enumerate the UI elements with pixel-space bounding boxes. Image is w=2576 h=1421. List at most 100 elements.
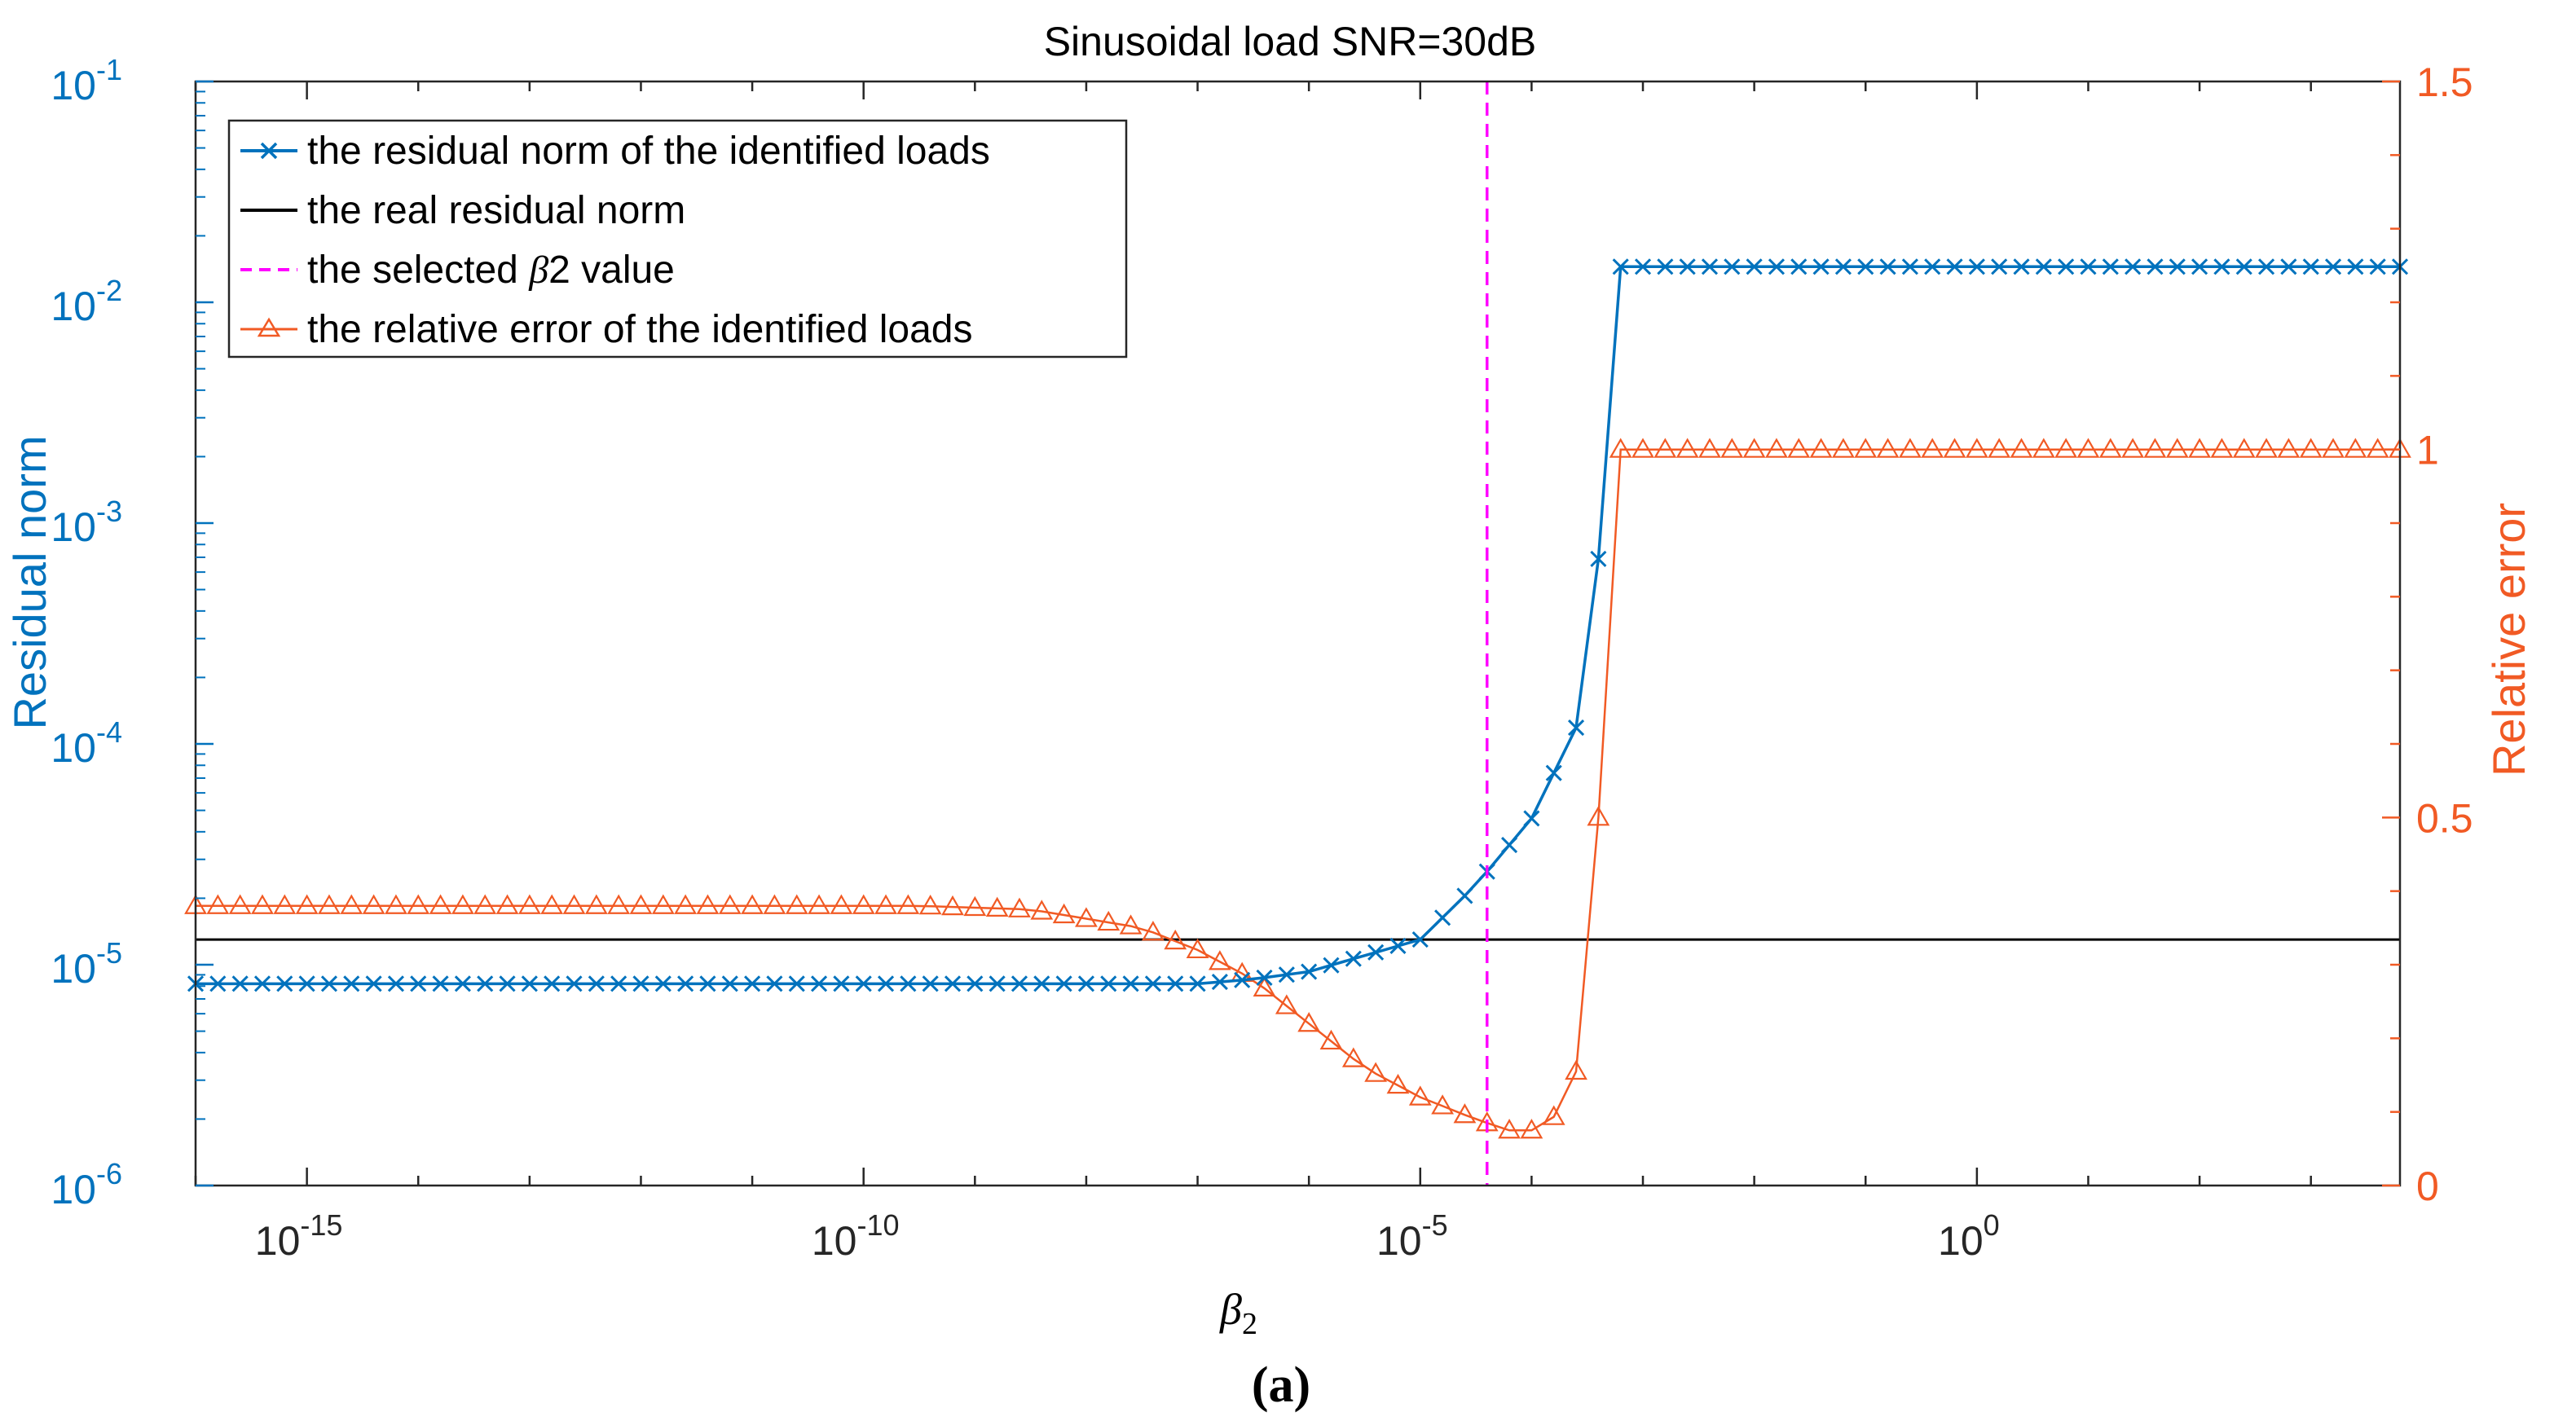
legend-label-real: the real residual norm <box>307 189 685 232</box>
y-left-tick-label: 10-4 <box>51 715 122 771</box>
relative-error-point <box>1275 994 1298 1014</box>
plot-area <box>184 81 2411 1186</box>
relative-error-point <box>273 894 297 914</box>
relative-error-point <box>629 894 653 914</box>
x-tick-label: 10-15 <box>255 1208 343 1264</box>
relative-error-point <box>1520 1119 1543 1139</box>
legend-box <box>227 119 1128 359</box>
residual-norm-point <box>1924 258 1941 275</box>
residual-norm-point <box>922 975 939 992</box>
relative-error-point <box>874 894 897 914</box>
residual-norm-point <box>432 975 449 992</box>
residual-norm-point <box>1746 258 1763 275</box>
relative-error-point <box>2054 438 2078 458</box>
residual-norm-point <box>877 975 895 992</box>
residual-norm-point <box>1167 975 1184 992</box>
y-right-axis-ticks: 1.5 1 0.5 0 <box>2382 59 2473 1209</box>
residual-norm-point <box>588 975 605 992</box>
relative-error-point <box>1431 1094 1454 1115</box>
y-left-tick-label: 10-2 <box>51 274 122 329</box>
relative-error-point <box>1208 950 1231 970</box>
y-right-axis-label: Relative error <box>2483 503 2534 776</box>
relative-error-point <box>785 894 808 914</box>
relative-error-point <box>1052 903 1076 924</box>
residual-norm-point <box>2280 258 2297 275</box>
residual-norm-point <box>1879 258 1896 275</box>
residual-norm-point <box>2213 258 2230 275</box>
residual-norm-point <box>1189 975 1206 992</box>
relative-error-point <box>651 894 675 914</box>
relative-error-point <box>2210 438 2234 458</box>
residual-norm-point <box>1278 966 1295 983</box>
y-left-tick-label-base: 10 <box>51 63 96 108</box>
residual-norm-point <box>1256 969 1273 986</box>
residual-norm-point <box>387 975 404 992</box>
relative-error-point <box>1809 438 1833 458</box>
relative-error-point <box>674 894 698 914</box>
y-left-tick-label-base: 10 <box>51 284 96 329</box>
relative-error-point <box>407 894 430 914</box>
relative-error-point <box>1943 438 1966 458</box>
residual-norm-point <box>1434 909 1451 926</box>
relative-error-point <box>1142 921 1165 941</box>
residual-norm-point <box>989 975 1006 992</box>
x-tick-label-exponent: -10 <box>856 1208 899 1242</box>
y-left-tick-label-exponent: -3 <box>96 495 122 528</box>
residual-norm-point <box>632 975 650 992</box>
relative-error-point <box>1498 1119 1521 1139</box>
residual-norm-point <box>2235 258 2252 275</box>
relative-error-point <box>2032 438 2055 458</box>
residual-norm-point <box>1411 931 1429 948</box>
relative-error-point <box>2076 438 2100 458</box>
figure-caption: (a) <box>1252 1357 1310 1413</box>
relative-error-point <box>763 894 786 914</box>
relative-error-point <box>1075 907 1098 927</box>
legend-label-selected-suffix: 2 value <box>548 249 675 292</box>
residual-norm-point <box>1634 258 1652 275</box>
residual-norm-point <box>2324 258 2342 275</box>
relative-error-point <box>1565 1059 1587 1080</box>
legend-marker-triangle <box>257 317 281 337</box>
relative-error-point <box>1186 938 1209 959</box>
relative-error-point <box>830 894 853 914</box>
residual-norm-point <box>2102 258 2119 275</box>
relative-error-point <box>1787 438 1811 458</box>
relative-error-point <box>985 896 1009 917</box>
residual-norm-point <box>1701 258 1719 275</box>
relative-error-point <box>941 895 964 916</box>
y-left-tick-label-exponent: -4 <box>96 715 122 749</box>
residual-norm-point <box>298 975 315 992</box>
relative-error-point <box>1609 438 1632 458</box>
y-left-tick-label: 10-1 <box>51 53 122 108</box>
residual-norm-point <box>2080 258 2097 275</box>
relative-error-point <box>2255 438 2278 458</box>
relative-error-point <box>1876 438 1900 458</box>
y-left-axis-label: Residual norm <box>4 435 55 729</box>
residual-norm-point <box>276 975 293 992</box>
residual-norm-point <box>2169 258 2186 275</box>
y-left-tick-label-exponent: -2 <box>96 274 122 307</box>
residual-norm-point <box>521 975 538 992</box>
y-left-tick-label-exponent: -1 <box>96 53 122 86</box>
residual-norm-point <box>721 975 738 992</box>
residual-norm-point <box>766 975 783 992</box>
relative-error-point <box>562 894 586 914</box>
x-tick-label: 10-10 <box>812 1208 900 1264</box>
relative-error-point <box>495 894 519 914</box>
x-tick-label-exponent: 0 <box>1984 1208 2000 1242</box>
residual-norm-point <box>1968 258 1985 275</box>
relative-error-point <box>206 894 230 914</box>
residual-norm-point <box>2369 258 2386 275</box>
relative-error-point <box>1297 1012 1321 1032</box>
y-left-tick-label-base: 10 <box>51 1167 96 1212</box>
x-tick-label-base: 10 <box>255 1218 301 1264</box>
residual-norm-point <box>253 975 271 992</box>
residual-norm-point <box>1033 975 1050 992</box>
relative-error-point <box>473 894 497 914</box>
x-tick-label-base: 10 <box>812 1218 857 1264</box>
relative-error-point <box>1631 438 1654 458</box>
residual-norm-point <box>788 975 805 992</box>
relative-error-point <box>1386 1073 1410 1094</box>
legend-triangle-glyph <box>257 317 281 337</box>
legend-marker-x <box>260 142 278 160</box>
